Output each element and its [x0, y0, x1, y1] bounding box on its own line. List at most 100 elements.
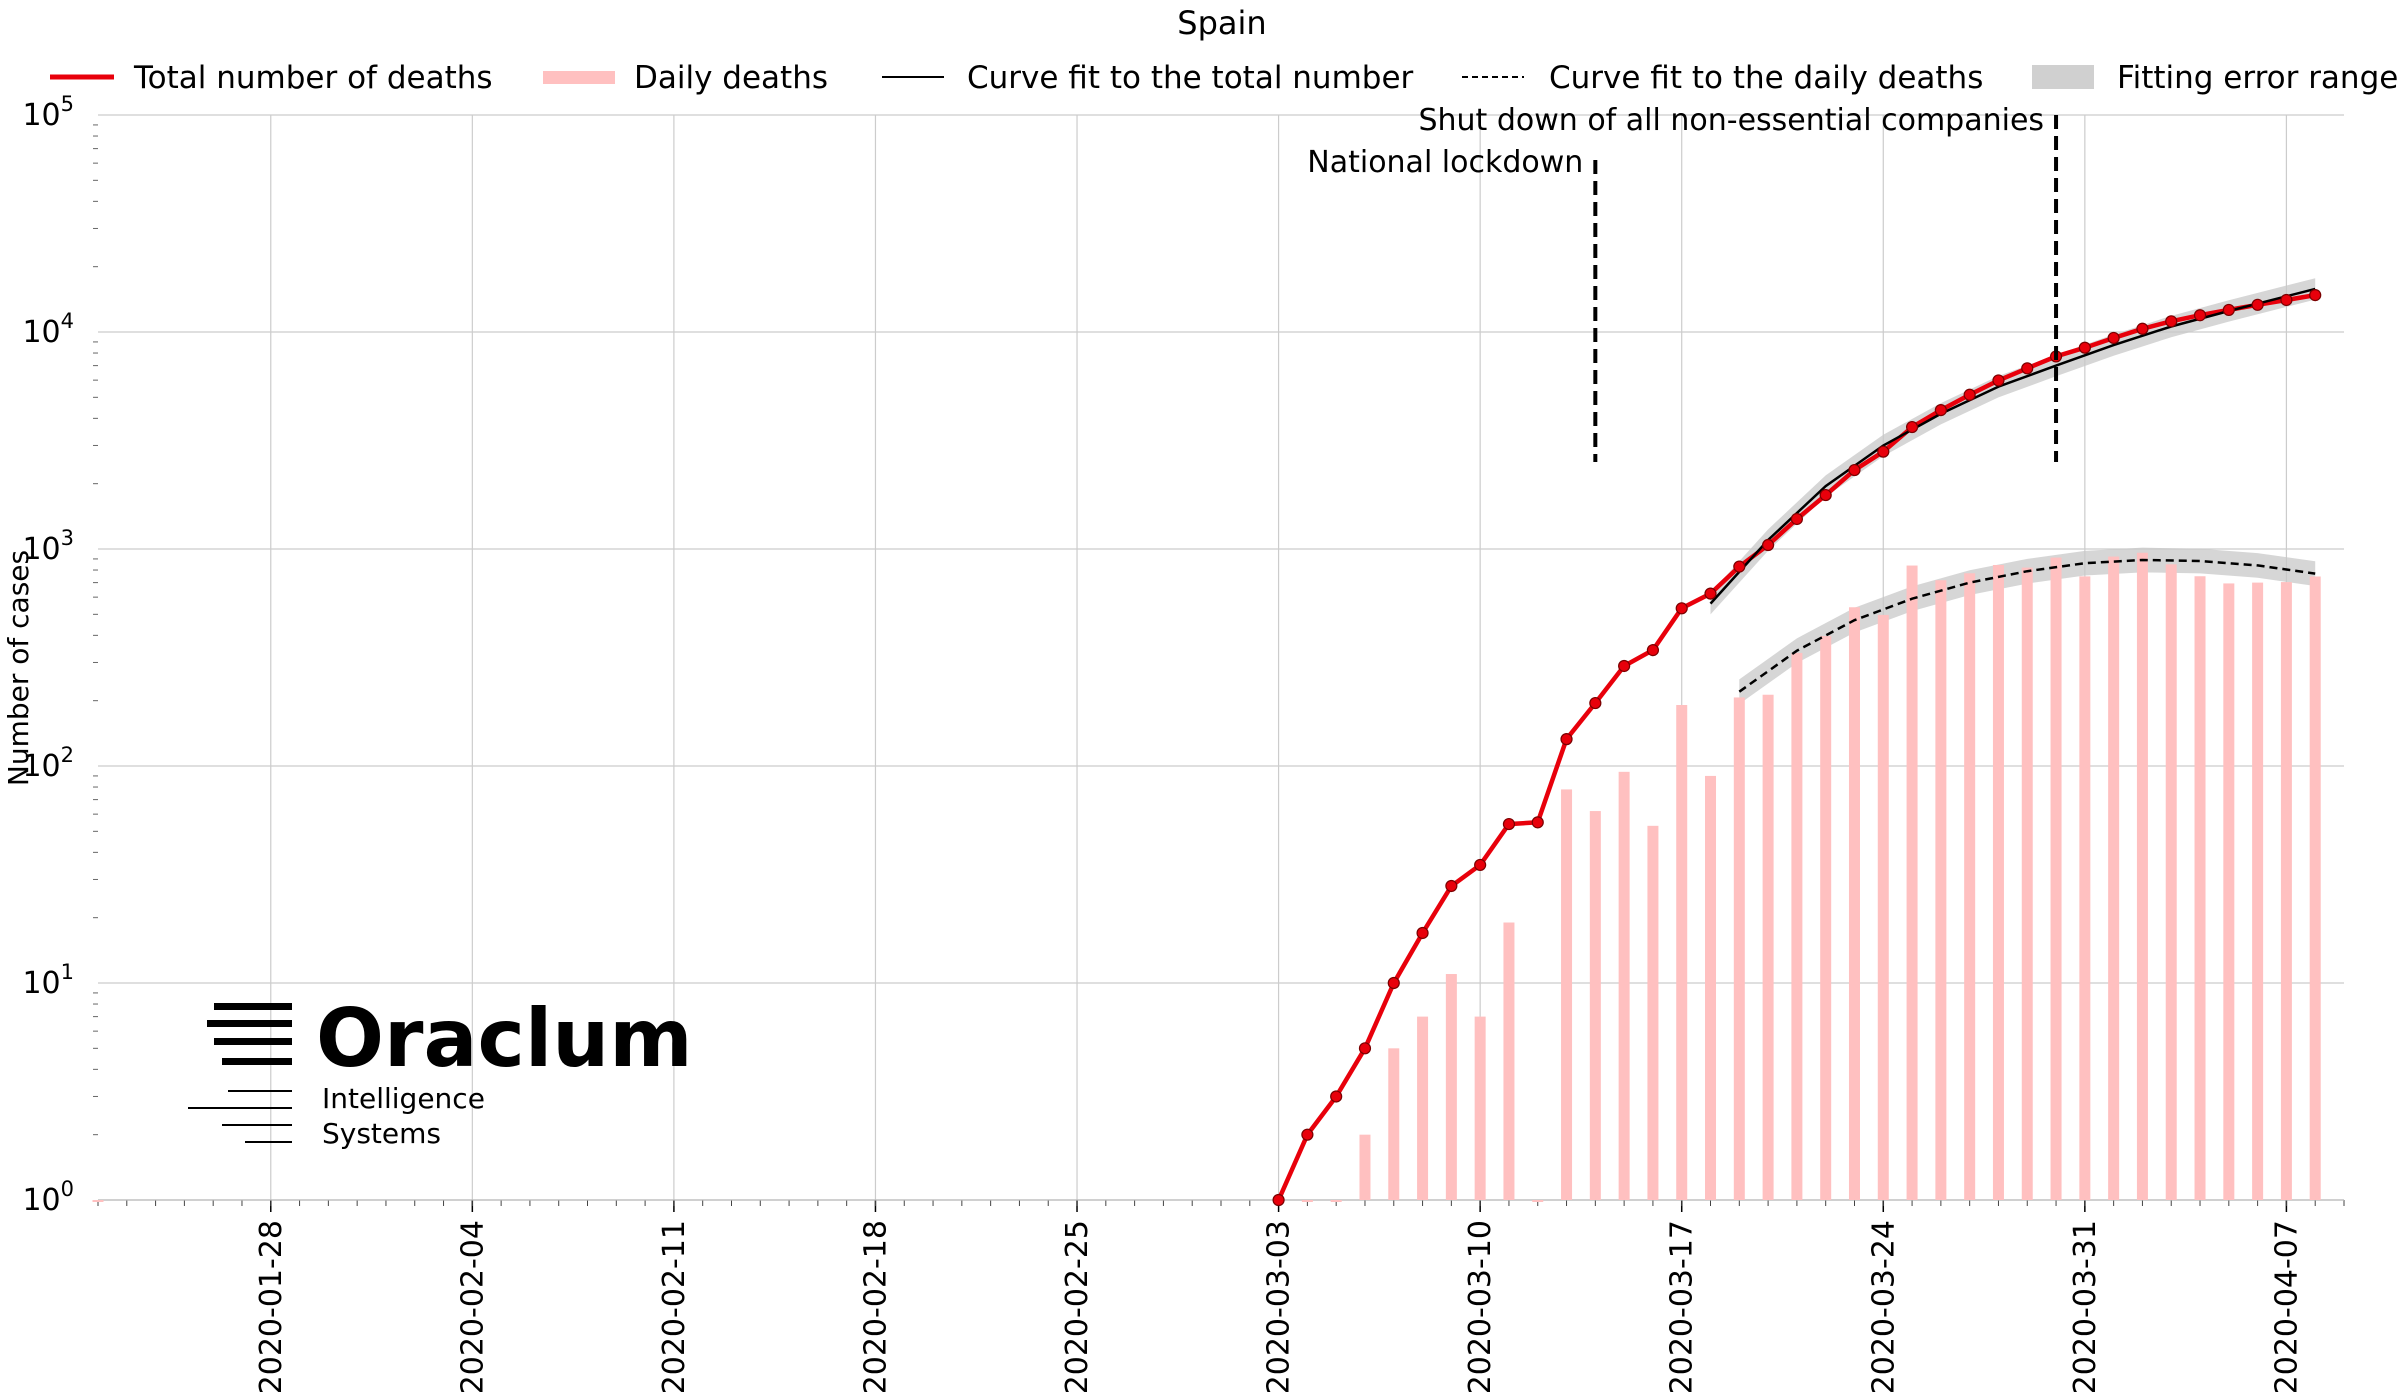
total-deaths-point [2136, 322, 2149, 335]
total-deaths-point [1560, 733, 1573, 746]
daily-fit-curve [1738, 558, 2316, 693]
x-tick-label: 2020-01-28 [254, 1220, 289, 1392]
daily-deaths-bar [1762, 694, 1774, 1200]
daily-deaths-bar [1964, 573, 1976, 1200]
daily-deaths-bar [1388, 1048, 1400, 1200]
daily-deaths-bar [1359, 1134, 1371, 1200]
y-tick-label: 104 [22, 309, 74, 350]
total-deaths-point [2222, 303, 2235, 317]
x-tick-label: 2020-03-03 [1262, 1220, 1297, 1392]
daily-deaths-bar [1589, 811, 1601, 1200]
x-tick-label: 2020-02-18 [858, 1220, 893, 1392]
legend-swatch-daily-deaths [543, 71, 615, 84]
x-tick-label: 2020-02-04 [455, 1220, 490, 1392]
daily-deaths-bar [1561, 789, 1573, 1200]
y-tick-label: 102 [22, 743, 74, 784]
daily-deaths-bar [1503, 922, 1515, 1200]
total-deaths-point [2280, 293, 2293, 307]
total-deaths-point [1445, 879, 1458, 893]
x-tick-label: 2020-02-11 [657, 1220, 692, 1392]
total-deaths-point [1675, 602, 1688, 615]
total-deaths-point [1502, 817, 1516, 831]
total-deaths-point [2078, 341, 2091, 354]
series-lines [1272, 287, 2322, 1207]
total-deaths-point [1790, 512, 1803, 526]
daily-deaths-bar [2223, 583, 2235, 1200]
total-fit-error-band [1710, 278, 2316, 615]
legend-label: Curve fit to the daily deaths [1549, 60, 1983, 96]
total-deaths-point [1877, 445, 1890, 458]
daily-deaths-bar [2165, 564, 2177, 1200]
logo-tagline-line2: Systems [322, 1117, 441, 1150]
daily-deaths-bar [1618, 771, 1630, 1200]
total-deaths-point [2193, 309, 2207, 322]
daily-deaths-bar [1330, 1200, 1342, 1202]
daily-deaths-bar [1906, 565, 1918, 1200]
total-deaths-point [1646, 644, 1660, 657]
legend-swatch-error-range [2032, 65, 2094, 89]
total-deaths-point [1330, 1090, 1343, 1103]
daily-deaths-bar [1301, 1200, 1313, 1202]
total-deaths-point [1618, 659, 1631, 673]
legend-label: Curve fit to the total number [967, 60, 1414, 96]
total-deaths-point [1963, 388, 1976, 401]
x-tick-label: 2020-03-17 [1665, 1220, 1700, 1392]
daily-deaths-bar [1848, 607, 1860, 1200]
total-deaths-point [1531, 816, 1544, 829]
daily-deaths-bar [1445, 974, 1457, 1200]
chart-title: Spain [1177, 4, 1266, 42]
daily-deaths-bar [1733, 697, 1745, 1200]
total-fit-curve [1709, 287, 2316, 605]
x-tick-label: 2020-03-10 [1463, 1220, 1498, 1392]
y-axis-label: Number of cases [2, 550, 35, 786]
logo-mark-icon [188, 1003, 292, 1143]
annotation-label: Shut down of all non-essential companies [1418, 103, 2044, 138]
daily-deaths-bar [92, 1200, 104, 1202]
daily-deaths-bar [1992, 564, 2004, 1200]
x-tick-label: 2020-04-07 [2269, 1220, 2304, 1392]
total-deaths-point [1589, 696, 1602, 710]
total-deaths-point [2251, 298, 2264, 311]
x-tick-label: 2020-03-31 [2068, 1220, 2103, 1392]
annotation-label: National lockdown [1307, 145, 1583, 180]
daily-deaths-bar [1647, 825, 1659, 1200]
x-tick-label: 2020-03-24 [1866, 1220, 1901, 1392]
y-tick-label: 103 [22, 526, 74, 567]
daily-deaths-bar [1676, 705, 1688, 1200]
daily-deaths-bar [1532, 1200, 1544, 1202]
total-deaths-point [1416, 926, 1429, 940]
total-deaths-point [2309, 289, 2322, 302]
legend-label: Fitting error range [2117, 60, 2398, 96]
total-deaths-point [1905, 420, 1919, 434]
daily-deaths-bar [2050, 557, 2062, 1200]
axes: 100 101 102 103 104 105 2020-01-28 2020-02-04 20… [22, 92, 2345, 1392]
daily-deaths-bar [1474, 1016, 1486, 1200]
daily-deaths-bar [1820, 636, 1832, 1200]
total-deaths-point [1301, 1128, 1314, 1141]
daily-deaths-bar [1935, 580, 1947, 1200]
total-deaths-point [1733, 560, 1746, 573]
total-deaths-point [1934, 404, 1947, 417]
daily-deaths-bar [1877, 614, 1889, 1200]
annotations: National lockdown Shut down of all non-es… [1307, 103, 2059, 462]
total-deaths-point [1474, 858, 1487, 872]
daily-deaths-bar [2252, 582, 2264, 1200]
total-deaths-point [1848, 463, 1861, 477]
daily-deaths-bar [2108, 556, 2120, 1200]
legend-label: Total number of deaths [133, 60, 493, 96]
total-deaths-point [2021, 362, 2034, 375]
daily-deaths-bar [2136, 552, 2148, 1200]
daily-deaths-bar [2021, 567, 2033, 1200]
y-tick-label: 101 [22, 960, 74, 1001]
daily-deaths-bar [1705, 775, 1717, 1200]
logo-tagline-line1: Intelligence [322, 1082, 485, 1115]
oraclum-logo: Oraclum Intelligence Systems [188, 992, 693, 1150]
daily-deaths-bar [1791, 652, 1803, 1200]
daily-deaths-bar [2280, 582, 2292, 1200]
y-tick-label: 100 [22, 1177, 74, 1218]
total-deaths-point [1358, 1042, 1372, 1055]
daily-deaths-bar [2194, 576, 2206, 1200]
legend-label: Daily deaths [634, 60, 828, 96]
